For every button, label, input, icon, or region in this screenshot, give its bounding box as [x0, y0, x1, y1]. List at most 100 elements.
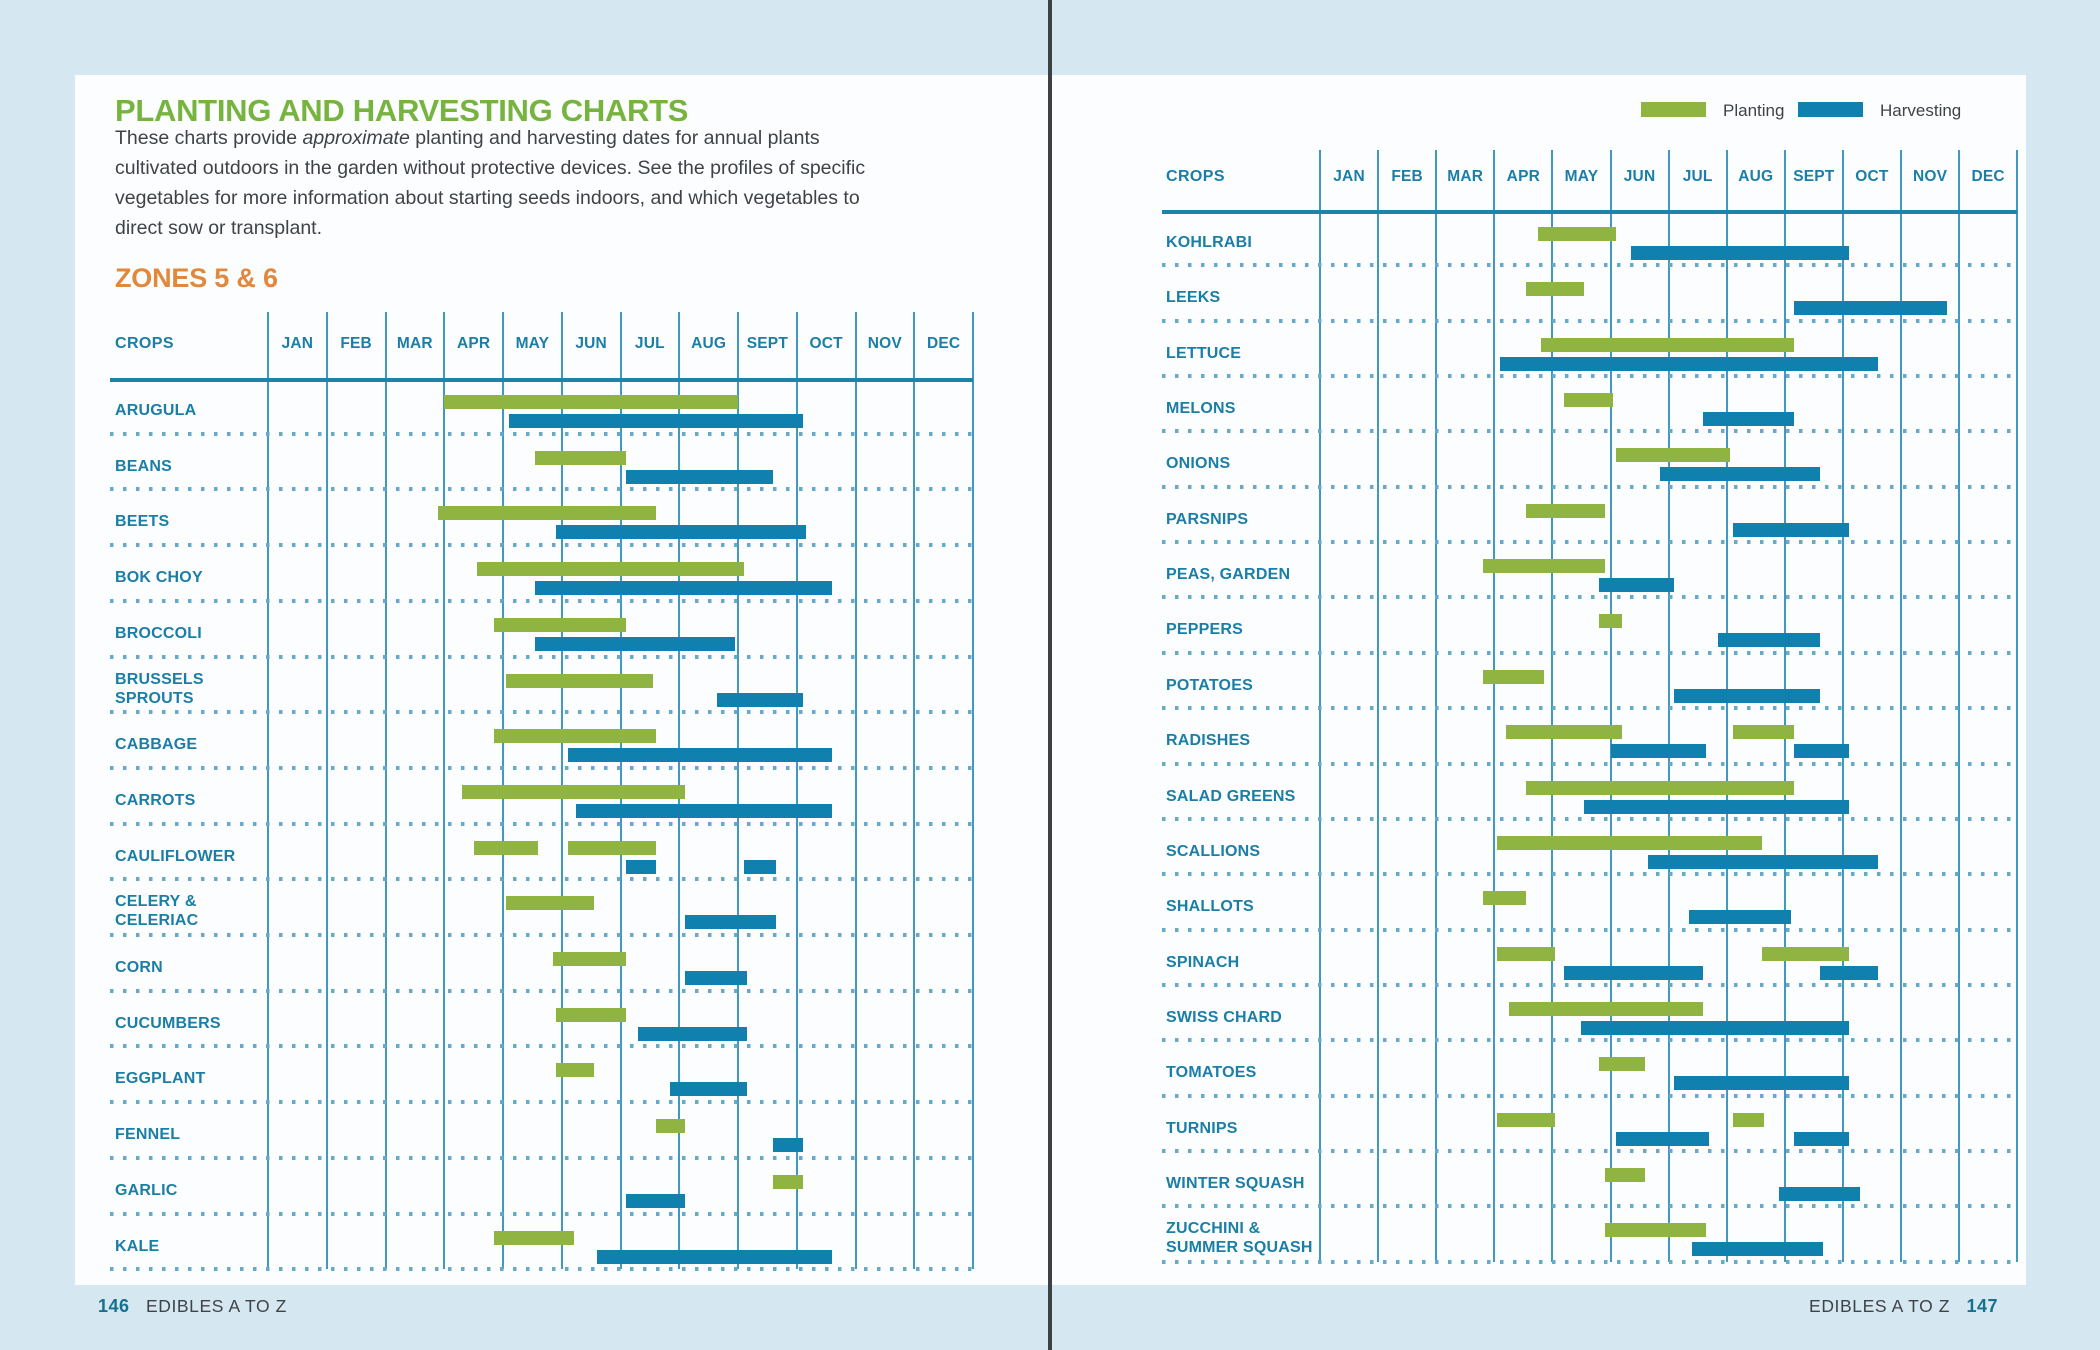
harvesting-bar: [1598, 578, 1675, 593]
harvesting-bar: [555, 525, 806, 540]
month-grid-line: [737, 312, 739, 1270]
month-label-nov: NOV: [1912, 168, 1948, 185]
harvesting-bar: [685, 915, 777, 930]
chart-left-boundary-line: [267, 312, 269, 1270]
left-section-title: EDIBLES A TO Z: [145, 1296, 287, 1316]
row-separator: [1162, 1038, 2018, 1043]
month-label-oct: OCT: [1855, 168, 1889, 185]
month-label-mar: MAR: [1447, 168, 1484, 185]
month-grid-line: [2016, 150, 2019, 1262]
intro-line-3: vegetables for more information about st…: [115, 187, 860, 209]
left-page-number: 146: [98, 1296, 130, 1316]
harvesting-bar: [670, 1082, 747, 1097]
row-separator: [110, 821, 973, 826]
harvesting-bar: [1717, 633, 1820, 648]
planting-bar: [1761, 946, 1849, 961]
crop-label: MELONS: [1166, 400, 1236, 418]
harvesting-bar: [1793, 301, 1948, 316]
legend-harvesting-label: Harvesting: [1880, 101, 1962, 120]
month-grid-line: [1551, 150, 1554, 1262]
month-label-aug: AUG: [691, 335, 727, 352]
planting-bar: [476, 562, 744, 577]
right-page: Planting Harvesting CROPS JAN FEB MAR APR MAY…: [1052, 75, 2026, 1285]
harvesting-bar: [1659, 467, 1820, 482]
month-grid-line: [1435, 150, 1438, 1262]
row-separator: [1162, 761, 2018, 766]
row-separator: [110, 877, 973, 882]
page-title: PLANTING AND HARVESTING CHARTS: [115, 93, 689, 128]
month-grid-line: [384, 312, 387, 1270]
crop-label: KALE: [115, 1237, 160, 1255]
month-grid-line: [443, 312, 446, 1270]
intro-paragraph: These charts provide approximate plantin…: [115, 123, 945, 243]
harvesting-bar: [1564, 965, 1704, 980]
harvesting-bar: [626, 859, 656, 874]
left-footer: 146 EDIBLES A TO Z: [98, 1296, 287, 1317]
harvesting-bar: [1793, 1131, 1849, 1146]
harvesting-bar: [773, 1138, 803, 1153]
crop-label: TOMATOES: [1166, 1064, 1257, 1082]
intro-line-4: direct sow or transplant.: [115, 217, 323, 239]
zone-heading: ZONES 5 & 6: [115, 263, 278, 293]
row-separator: [110, 431, 973, 436]
planting-bar: [1526, 503, 1605, 518]
harvesting-bar: [1793, 744, 1849, 759]
right-page-number: 147: [1966, 1296, 1998, 1316]
right-footer: EDIBLES A TO Z 147: [1809, 1296, 1998, 1317]
planting-bar: [535, 450, 627, 465]
harvesting-bar: [626, 469, 774, 484]
header-rule: [110, 378, 973, 382]
crop-label: SHALLOTS: [1166, 898, 1254, 916]
harvesting-bar: [508, 414, 803, 428]
crop-label: LEEKS: [1166, 289, 1221, 307]
month-grid-line: [1493, 150, 1496, 1262]
harvesting-bar: [743, 859, 777, 874]
month-label-oct: OCT: [809, 335, 843, 352]
planting-bar: [1598, 614, 1623, 629]
crop-label: CELERY & CELERIAC: [115, 893, 199, 930]
crop-label: CABBAGE: [115, 736, 198, 754]
month-label-jul: JUL: [1682, 168, 1713, 185]
crop-label: EGGPLANT: [115, 1070, 206, 1088]
left-page: PLANTING AND HARVESTING CHARTS These cha…: [75, 75, 1048, 1285]
crop-label: BEANS: [115, 457, 173, 475]
month-grid-line: [1725, 150, 1728, 1262]
row-separator: [1162, 706, 2018, 711]
crop-label: FENNEL: [115, 1126, 181, 1144]
right-section-title: EDIBLES A TO Z: [1809, 1296, 1951, 1316]
planting-bar: [1537, 227, 1617, 241]
planting-bar: [1482, 559, 1605, 574]
planting-bar: [494, 729, 656, 744]
row-separator: [1162, 374, 2018, 379]
month-label-may: MAY: [1564, 168, 1599, 185]
crop-label: BROCCOLI: [115, 624, 202, 642]
crop-label: KOHLRABI: [1166, 234, 1253, 251]
row-separator: [110, 654, 973, 659]
row-separator: [1162, 318, 2018, 323]
row-separator: [110, 598, 973, 603]
planting-bar: [1598, 1057, 1646, 1072]
row-separator: [110, 1211, 973, 1216]
row-separator: [1162, 1093, 2018, 1098]
harvesting-bar: [1584, 799, 1849, 814]
row-separator: [1162, 816, 2018, 821]
month-label-nov: NOV: [867, 335, 902, 352]
month-grid-line: [1783, 150, 1786, 1262]
month-label-apr: APR: [1506, 168, 1540, 185]
month-label-jun: JUN: [1623, 168, 1656, 185]
planting-bar: [1526, 282, 1585, 297]
crop-label: WINTER SQUASH: [1166, 1174, 1305, 1192]
row-separator: [1162, 872, 2018, 877]
harvesting-bar: [567, 748, 832, 763]
row-separator: [110, 933, 973, 937]
legend-harvesting-swatch: [1798, 102, 1863, 117]
crop-label: CUCUMBERS: [115, 1014, 221, 1032]
row-separator: [1162, 1204, 2018, 1209]
intro-line-2: cultivated outdoors in the garden withou…: [115, 157, 866, 179]
harvesting-bar: [597, 1249, 832, 1264]
row-separator: [110, 710, 973, 715]
planting-bar: [505, 673, 653, 688]
crop-label: BRUSSELS SPROUTS: [115, 670, 204, 707]
planting-bar: [1526, 780, 1794, 795]
